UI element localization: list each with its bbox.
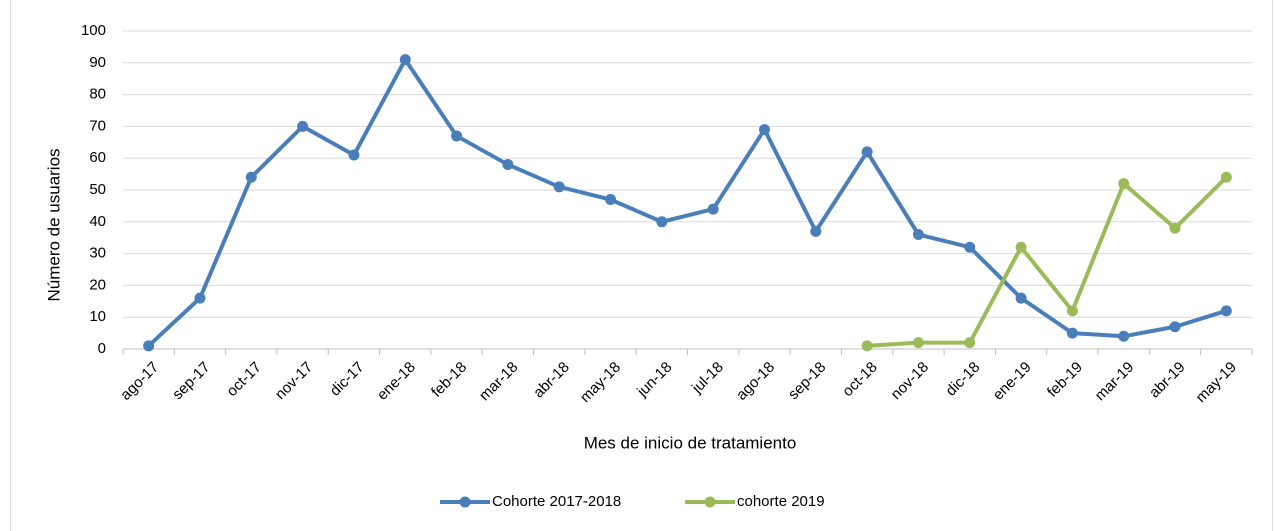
data-point (245, 171, 257, 183)
data-point (1220, 171, 1232, 183)
data-point (1066, 327, 1078, 339)
y-tick-label: 90 (89, 54, 106, 71)
data-point (964, 337, 976, 349)
y-tick-label: 40 (89, 213, 106, 230)
data-point (348, 149, 360, 161)
data-point (1118, 178, 1130, 190)
data-point (861, 146, 873, 158)
data-point (194, 292, 206, 304)
y-tick-label: 0 (98, 340, 106, 357)
data-point (553, 181, 565, 193)
y-tick-label: 30 (89, 245, 106, 262)
data-point (1066, 305, 1078, 317)
legend-marker (704, 496, 716, 508)
data-point (1015, 292, 1027, 304)
data-point (964, 241, 976, 253)
data-point (810, 225, 822, 237)
data-point (297, 120, 309, 132)
data-point (1015, 241, 1027, 253)
data-point (861, 340, 873, 352)
data-point (1220, 305, 1232, 317)
data-point (1118, 330, 1130, 342)
y-tick-label: 10 (89, 308, 106, 325)
y-tick-label: 80 (89, 86, 106, 103)
chart-frame (10, 0, 1273, 531)
y-tick-label: 50 (89, 181, 106, 198)
y-axis-title: Número de usuarios (44, 148, 63, 301)
legend-label: Cohorte 2017-2018 (492, 493, 621, 510)
y-tick-label: 20 (89, 276, 106, 293)
data-point (605, 194, 617, 206)
data-point (451, 130, 463, 142)
data-point (502, 159, 514, 171)
data-point (656, 216, 668, 228)
series-line (866, 175, 1228, 348)
y-tick-label: 60 (89, 149, 106, 166)
data-point (399, 54, 411, 66)
data-point (707, 203, 719, 215)
data-point (912, 337, 924, 349)
data-point (912, 229, 924, 241)
series-line (147, 57, 1227, 348)
data-point (143, 340, 155, 352)
y-tick-label: 70 (89, 117, 106, 134)
y-tick-label: 100 (81, 22, 106, 39)
data-point (1169, 222, 1181, 234)
legend-label: cohorte 2019 (737, 493, 825, 510)
legend-marker (459, 496, 471, 508)
data-point (758, 124, 770, 136)
data-point (1169, 321, 1181, 333)
x-axis-title: Mes de inicio de tratamiento (584, 433, 797, 452)
